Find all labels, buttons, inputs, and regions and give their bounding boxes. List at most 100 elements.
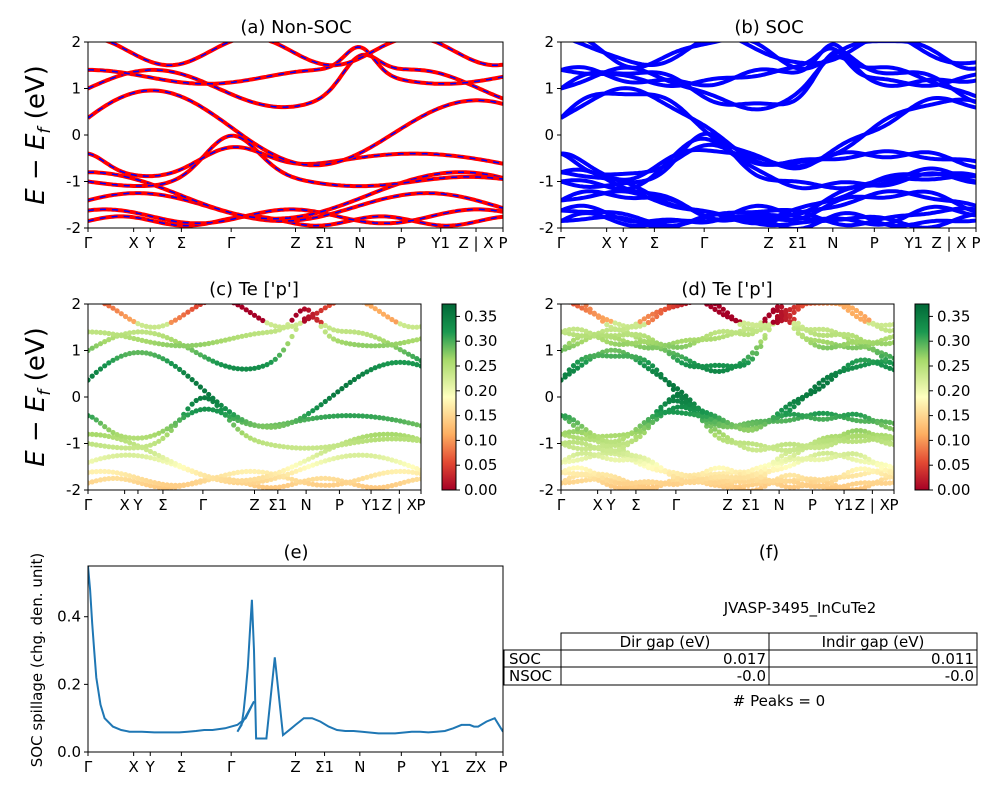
projection-point — [281, 468, 287, 474]
projection-point — [579, 305, 585, 311]
projection-point — [264, 424, 270, 430]
projection-point — [88, 377, 91, 383]
projection-point — [127, 477, 133, 483]
projection-point — [791, 325, 797, 331]
projection-point — [364, 369, 370, 375]
projection-point — [716, 421, 722, 427]
projection-point — [608, 456, 614, 462]
projection-point — [670, 405, 677, 411]
projection-point — [297, 460, 303, 466]
projection-point — [604, 333, 610, 340]
projection-point — [376, 336, 382, 342]
projection-point — [849, 365, 856, 371]
projection-point — [804, 443, 810, 450]
projection-point — [858, 344, 864, 350]
projection-point — [579, 339, 585, 345]
projection-point — [666, 351, 672, 357]
projection-point — [883, 356, 889, 363]
kpoint-label: N — [827, 234, 838, 252]
projection-point — [135, 445, 141, 451]
projection-point — [679, 389, 685, 395]
projection-point — [833, 304, 839, 306]
projection-point — [322, 398, 328, 405]
projection-point — [243, 307, 249, 313]
projection-point — [222, 406, 228, 412]
projection-point — [820, 477, 826, 483]
projection-point — [870, 468, 876, 474]
projection-point — [883, 327, 889, 333]
projection-point — [102, 339, 108, 345]
projection-point — [401, 359, 407, 366]
projection-point — [401, 479, 407, 485]
projection-point — [251, 476, 258, 482]
projection-point — [595, 472, 602, 479]
projection-point — [575, 471, 581, 477]
projection-point — [645, 335, 652, 341]
projection-point — [679, 471, 685, 477]
projection-point — [783, 441, 789, 447]
projection-point — [318, 402, 324, 408]
projection-point — [791, 461, 797, 467]
projection-point — [385, 314, 391, 320]
projection-point — [666, 343, 672, 349]
projection-point — [562, 477, 568, 484]
projection-point — [724, 466, 731, 472]
projection-point — [372, 334, 378, 340]
projection-point — [281, 483, 287, 489]
projection-point — [820, 383, 826, 389]
projection-point — [405, 360, 412, 366]
projection-point — [808, 304, 814, 306]
projection-point — [322, 322, 328, 329]
projection-point — [616, 336, 622, 342]
projection-point — [604, 443, 610, 449]
projection-point — [824, 450, 831, 456]
kpoint-label: Γ — [557, 234, 566, 252]
projection-point — [335, 338, 341, 344]
projection-point — [633, 480, 639, 486]
projection-point — [268, 322, 274, 328]
projection-point — [385, 469, 391, 475]
projection-point — [385, 456, 391, 462]
projection-point — [683, 393, 689, 399]
projection-point — [168, 482, 174, 488]
projection-point — [620, 485, 626, 490]
projection-point — [364, 304, 370, 307]
projection-point — [318, 319, 324, 325]
projection-point — [625, 481, 631, 487]
projection-point — [754, 447, 760, 453]
projection-point — [858, 432, 864, 438]
projection-point — [326, 476, 332, 482]
projection-point — [570, 343, 577, 349]
projection-point — [612, 484, 618, 490]
projection-point — [235, 426, 241, 432]
projection-point — [106, 444, 112, 450]
projection-point — [853, 457, 860, 463]
projection-point — [858, 428, 864, 434]
projection-point — [389, 360, 395, 366]
projection-point — [779, 312, 785, 319]
projection-point — [683, 405, 689, 411]
projection-point — [222, 411, 228, 418]
projection-point — [380, 455, 387, 461]
projection-point — [774, 443, 781, 449]
projection-point — [670, 340, 677, 346]
kpoint-label: Y1 — [361, 496, 381, 514]
projection-point — [202, 478, 208, 484]
projection-point — [89, 431, 95, 437]
projection-point — [414, 476, 420, 482]
projection-point — [567, 295, 572, 300]
kpoint-label: X — [592, 496, 602, 514]
projection-point — [591, 444, 597, 450]
projection-point — [356, 374, 362, 380]
projection-point — [687, 397, 693, 403]
projection-point — [612, 457, 618, 463]
projection-point — [566, 439, 572, 445]
y-tick-label: 1 — [71, 342, 81, 360]
projection-point — [579, 440, 585, 446]
projection-point — [625, 325, 631, 331]
projection-point — [683, 362, 689, 368]
projection-point — [853, 472, 860, 478]
projection-point — [641, 425, 647, 431]
projection-point — [256, 364, 262, 370]
projection-point — [741, 487, 747, 490]
